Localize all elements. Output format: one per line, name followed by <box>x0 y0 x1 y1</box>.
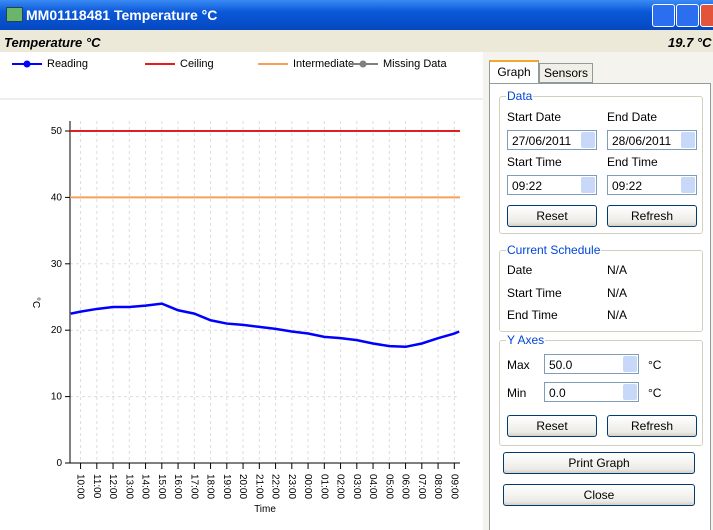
app-icon <box>6 7 23 22</box>
title-bar: MM01118481 Temperature °C <box>0 0 713 30</box>
close-button[interactable]: Close <box>503 484 695 506</box>
label: Date <box>507 263 533 277</box>
minimize-button[interactable] <box>652 4 675 27</box>
spinner[interactable] <box>681 132 695 148</box>
legend-label: Ceiling <box>180 58 214 70</box>
print-button[interactable]: Print Graph <box>503 452 695 474</box>
tab[interactable]: Sensors <box>539 63 593 83</box>
current-reading: 19.7 °C <box>668 35 712 50</box>
group-title: Data <box>506 89 534 103</box>
y-axis-label: °C <box>30 297 41 308</box>
y-tick-label: 10 <box>51 392 63 403</box>
input-text: 27/06/2011 <box>512 134 572 148</box>
chart: 0 10 20 30 40 50 10:00 11:00 12:00 13:00 14:00 15:0… <box>0 52 483 530</box>
x-tick-label: 05:00 <box>383 474 394 499</box>
time-input[interactable]: 09:22 <box>607 175 697 195</box>
label: Min <box>507 386 527 400</box>
tab-page: Data Start Date End Date 27/06/2011 28/0… <box>489 83 711 530</box>
x-tick-label: 09:00 <box>448 474 459 499</box>
input-text: 09:22 <box>612 179 643 193</box>
x-tick-label: 11:00 <box>91 474 102 499</box>
x-tick-label: 16:00 <box>172 474 183 499</box>
input-text: 28/06/2011 <box>612 134 672 148</box>
x-tick-label: 19:00 <box>221 474 232 499</box>
label: Max <box>507 358 530 372</box>
y-tick-label: 30 <box>51 259 63 270</box>
group-title: Current Schedule <box>506 243 602 257</box>
input-text: 0.0 <box>549 386 566 400</box>
data-group: Data Start Date End Date 27/06/2011 28/0… <box>499 89 703 234</box>
unit: °C <box>648 358 662 372</box>
x-tick-label: 07:00 <box>416 474 427 499</box>
y-tick-label: 40 <box>51 192 63 203</box>
max-input[interactable]: 50.0 <box>544 354 639 374</box>
spinner[interactable] <box>581 177 595 193</box>
value: N/A <box>607 263 628 277</box>
reset-button[interactable]: Reset <box>507 205 597 227</box>
input-text: 50.0 <box>549 358 573 372</box>
x-tick-label: 06:00 <box>400 474 411 499</box>
x-tick-label: 08:00 <box>432 474 443 499</box>
label: End Time <box>607 155 658 169</box>
legend-label: Intermediate <box>293 58 354 70</box>
x-tick-label: 03:00 <box>351 474 362 499</box>
group-title: Y Axes <box>506 333 546 347</box>
spinner[interactable] <box>581 132 595 148</box>
x-tick-label: 23:00 <box>286 474 297 499</box>
side-panel: Graph Sensors Data Start Date End Date 2… <box>483 52 713 530</box>
refresh-button[interactable]: Refresh <box>607 205 697 227</box>
date-input[interactable]: 28/06/2011 <box>607 130 697 150</box>
time-input[interactable]: 09:22 <box>507 175 597 195</box>
date-input[interactable]: 27/06/2011 <box>507 130 597 150</box>
label: Start Date <box>507 110 562 124</box>
value: N/A <box>607 286 628 300</box>
reset-button[interactable]: Reset <box>507 415 597 437</box>
close-window-button[interactable] <box>700 4 713 27</box>
min-input[interactable]: 0.0 <box>544 382 639 402</box>
x-tick-label: 18:00 <box>205 474 216 499</box>
y-tick-label: 20 <box>51 325 63 336</box>
x-tick-label: 12:00 <box>107 474 118 499</box>
y-axes-group: Y Axes Max 50.0 °C Min 0.0 °C Reset Refr… <box>499 333 703 446</box>
legend-label: Reading <box>47 58 88 70</box>
tab[interactable]: Graph <box>489 60 539 84</box>
x-tick-label: 10:00 <box>75 474 86 499</box>
spinner[interactable] <box>623 384 637 400</box>
label: Start Time <box>507 286 562 300</box>
x-tick-label: 20:00 <box>237 474 248 499</box>
window-title: MM01118481 Temperature °C <box>26 7 218 23</box>
legend-marker <box>23 60 31 68</box>
unit: °C <box>648 386 662 400</box>
label: End Time <box>507 308 558 322</box>
x-tick-label: 14:00 <box>140 474 151 499</box>
y-tick-label: 50 <box>51 126 63 137</box>
x-tick-label: 22:00 <box>270 474 281 499</box>
label: Start Time <box>507 155 562 169</box>
x-tick-label: 00:00 <box>302 474 313 499</box>
input-text: 09:22 <box>512 179 543 193</box>
x-tick-label: 02:00 <box>335 474 346 499</box>
x-tick-label: 15:00 <box>156 474 167 499</box>
x-axis-label: Time <box>254 504 276 515</box>
value: N/A <box>607 308 628 322</box>
maximize-button[interactable] <box>676 4 699 27</box>
x-tick-label: 13:00 <box>123 474 134 499</box>
x-tick-label: 01:00 <box>318 474 329 499</box>
spinner[interactable] <box>623 356 637 372</box>
refresh-button[interactable]: Refresh <box>607 415 697 437</box>
reading-line <box>70 302 460 349</box>
header-title: Temperature °C <box>4 35 101 50</box>
legend-label: Missing Data <box>383 58 447 70</box>
label: End Date <box>607 110 658 124</box>
y-tick-label: 0 <box>56 458 62 469</box>
x-tick-label: 04:00 <box>367 474 378 499</box>
spinner[interactable] <box>681 177 695 193</box>
legend-marker <box>359 60 367 68</box>
x-tick-label: 17:00 <box>188 474 199 499</box>
schedule-group: Current Schedule Date N/A Start Time N/A… <box>499 243 703 332</box>
x-tick-label: 21:00 <box>253 474 264 499</box>
